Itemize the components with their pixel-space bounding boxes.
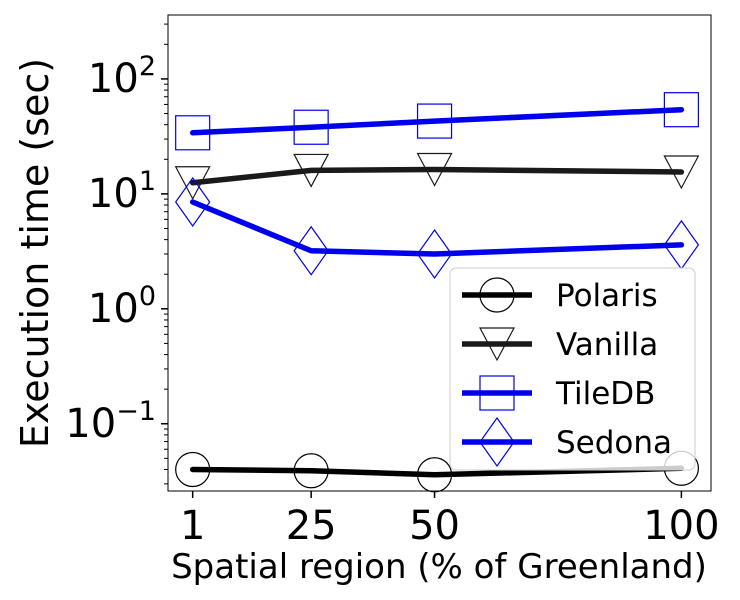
y-tick-label: 100 <box>88 281 156 332</box>
legend-label-tiledb: TileDB <box>555 376 655 412</box>
y-tick-label: 102 <box>88 51 156 102</box>
data-point-polaris <box>175 451 211 488</box>
x-tick-label: 50 <box>409 503 460 549</box>
data-point-tiledb <box>663 92 699 128</box>
x-tick-label: 25 <box>286 503 337 549</box>
y-axis: 10−1 100 101 102 <box>65 23 168 485</box>
data-point-vanilla <box>293 153 330 188</box>
data-point-tiledb <box>293 109 329 145</box>
legend-label-polaris: Polaris <box>556 278 658 314</box>
data-point-sedona <box>293 225 329 276</box>
legend-marker-polaris <box>479 277 515 313</box>
series-line-polaris <box>189 465 685 478</box>
data-point-sedona <box>416 228 453 280</box>
y-axis-label: Execution time (sec) <box>13 58 57 448</box>
data-point-vanilla <box>174 166 211 201</box>
legend-label-vanilla: Vanilla <box>556 327 658 363</box>
legend-marker-tiledb <box>479 375 515 411</box>
legend-marker-vanilla <box>479 327 515 362</box>
data-point-tiledb <box>416 103 453 139</box>
data-point-vanilla <box>663 155 700 190</box>
x-axis: 1 25 50 100 <box>180 491 720 549</box>
series-line-sedona <box>189 199 685 257</box>
legend: Polaris Vanilla TileDB Sedona <box>449 267 696 471</box>
legend-frame <box>449 267 696 471</box>
series-line-tiledb <box>189 106 685 136</box>
legend-label-sedona: Sedona <box>556 425 672 461</box>
data-point-tiledb <box>175 115 211 151</box>
x-tick-label: 1 <box>180 503 205 549</box>
x-tick-label: 100 <box>643 503 719 549</box>
plot-frame <box>167 14 712 492</box>
legend-marker-sedona <box>479 416 515 468</box>
x-axis-label: Spatial region (% of Greenland) <box>171 547 707 587</box>
data-point-polaris <box>293 453 329 489</box>
y-tick-label: 10−1 <box>65 396 156 447</box>
y-tick-label: 101 <box>88 166 156 217</box>
data-point-vanilla <box>416 152 453 187</box>
data-point-sedona <box>174 176 211 228</box>
series-line-vanilla <box>189 166 685 186</box>
